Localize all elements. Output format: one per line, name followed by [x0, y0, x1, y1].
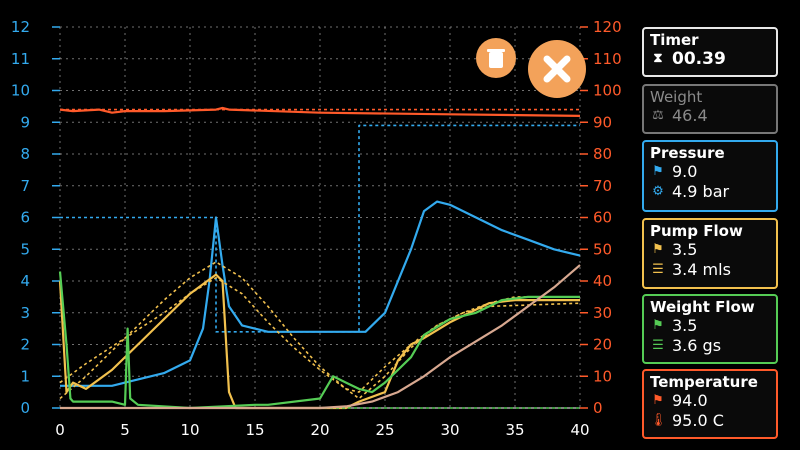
x-tick-label: 30 — [440, 421, 459, 439]
temperature-line — [59, 106, 581, 117]
y-left-tick-label: 12 — [11, 18, 30, 36]
x-tick-label: 5 — [120, 421, 130, 439]
pump-flow-title: Pump Flow — [650, 222, 743, 240]
pump-flow-line — [59, 261, 580, 400]
timer-value: 00.39 — [672, 49, 726, 69]
flag-icon: ⚑ — [652, 164, 664, 179]
y-right-tick-label: 40 — [593, 272, 612, 290]
y-left-tick-label: 11 — [11, 50, 30, 68]
timer-card: Timer ⧗ 00.39 — [642, 27, 778, 77]
pressure-line — [60, 124, 580, 333]
pump-icon: ⚙ — [652, 184, 664, 199]
y-left-tick-label: 4 — [20, 272, 30, 290]
y-right-tick-label: 30 — [593, 304, 612, 322]
y-right-tick-label: 120 — [593, 18, 622, 36]
y-right-tick-label: 80 — [593, 145, 612, 163]
x-tick-label: 20 — [310, 421, 329, 439]
y-right-tick-label: 50 — [593, 240, 612, 258]
pump-flow-card: Pump Flow ⚑ 3.5 ☰ 3.4 mls — [642, 218, 778, 289]
pump-flow-target: 3.5 — [672, 240, 698, 259]
weight-value: 46.4 — [672, 106, 708, 125]
y-right-tick-label: 20 — [593, 336, 612, 354]
chart-grid — [59, 26, 581, 409]
pressure-title: Pressure — [650, 144, 725, 162]
chart-axes: 0 5 10 15 20 25 30 35 40012345678910111201020304… — [11, 18, 622, 439]
flag-icon: ⚑ — [652, 393, 664, 408]
y-left-tick-label: 7 — [20, 177, 30, 195]
temperature-value: 95.0 C — [672, 411, 724, 430]
y-left-tick-label: 1 — [20, 367, 30, 385]
flag-icon: ⚑ — [652, 318, 664, 333]
weight-line — [60, 264, 581, 410]
bars-icon: ☰ — [652, 338, 664, 353]
trash-icon — [487, 49, 505, 68]
y-left-tick-label: 0 — [20, 399, 30, 417]
x-tick-label: 25 — [375, 421, 394, 439]
y-right-tick-label: 70 — [593, 177, 612, 195]
y-right-tick-label: 90 — [593, 113, 612, 131]
y-left-tick-label: 10 — [11, 82, 30, 100]
weight-flow-line — [58, 271, 580, 410]
weight-flow-target: 3.5 — [672, 316, 698, 335]
y-right-tick-label: 110 — [593, 50, 622, 68]
y-left-tick-label: 9 — [20, 113, 30, 131]
x-tick-label: 40 — [570, 421, 589, 439]
temperature-card: Temperature ⚑ 94.0 🌡 95.0 C — [642, 369, 778, 439]
thermometer-icon: 🌡 — [650, 413, 667, 428]
flag-icon: ⚑ — [652, 242, 664, 257]
pressure-card: Pressure ⚑ 9.0 ⚙ 4.9 bar — [642, 140, 778, 212]
scale-icon: ⚖ — [652, 108, 664, 123]
y-left-tick-label: 2 — [20, 336, 30, 354]
pump-flow-line — [58, 273, 580, 410]
close-icon — [543, 55, 571, 83]
y-left-tick-label: 8 — [20, 145, 30, 163]
x-tick-label: 10 — [180, 421, 199, 439]
close-button[interactable] — [528, 40, 586, 98]
hourglass-icon: ⧗ — [653, 51, 663, 66]
y-left-tick-label: 3 — [20, 304, 30, 322]
pump-flow-value: 3.4 mls — [672, 260, 731, 279]
y-right-tick-label: 100 — [593, 82, 622, 100]
y-right-tick-label: 10 — [593, 367, 612, 385]
weight-flow-value: 3.6 gs — [672, 336, 722, 355]
temperature-title: Temperature — [650, 373, 758, 391]
x-tick-label: 35 — [505, 421, 524, 439]
weight-title: Weight — [650, 88, 703, 106]
y-right-tick-label: 60 — [593, 209, 612, 227]
chart-series — [58, 106, 581, 410]
pressure-line — [60, 200, 581, 387]
y-right-tick-label: 0 — [593, 399, 603, 417]
weight-flow-card: Weight Flow ⚑ 3.5 ☰ 3.6 gs — [642, 294, 778, 364]
temperature-target: 94.0 — [672, 391, 708, 410]
weight-card: Weight ⚖ 46.4 — [642, 84, 778, 134]
trash-button[interactable] — [476, 38, 516, 78]
timer-title: Timer — [650, 31, 699, 49]
x-tick-label: 0 — [55, 421, 65, 439]
y-left-tick-label: 6 — [20, 209, 30, 227]
pressure-target: 9.0 — [672, 162, 698, 181]
bars-icon: ☰ — [652, 262, 664, 277]
weight-flow-title: Weight Flow — [650, 298, 755, 316]
x-tick-label: 15 — [245, 421, 264, 439]
pressure-value: 4.9 bar — [672, 182, 730, 201]
y-left-tick-label: 5 — [20, 240, 30, 258]
